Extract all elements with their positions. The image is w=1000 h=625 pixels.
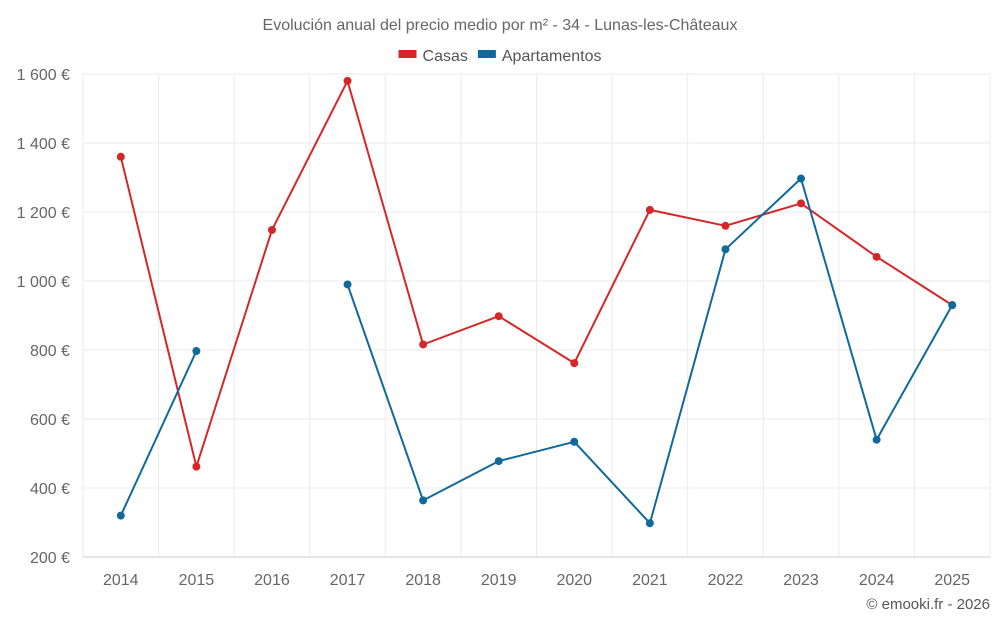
y-tick-label: 1 200 € xyxy=(17,205,70,222)
legend-swatch xyxy=(477,50,496,58)
legend-swatch xyxy=(398,50,417,58)
legend-item-apartamentos[interactable]: Apartamentos xyxy=(477,48,602,65)
y-tick-label: 1 400 € xyxy=(17,136,70,153)
y-tick-label: 600 € xyxy=(30,412,70,429)
y-axis-ticks: 200 € 400 € 600 € 800 € 1 000 € 1 200 € 1 400 … xyxy=(17,67,70,567)
x-axis-ticks: 2014 2015 2016 2017 2018 2019 2020 2021 2022 2023… xyxy=(103,572,970,589)
chart-title: Evolución anual del precio medio por m² … xyxy=(263,17,738,34)
x-tick-label: 2025 xyxy=(934,572,970,589)
data-point[interactable] xyxy=(494,312,503,321)
data-point[interactable] xyxy=(419,496,428,505)
data-point[interactable] xyxy=(797,174,806,183)
x-tick-label: 2014 xyxy=(103,572,139,589)
data-point[interactable] xyxy=(948,301,957,310)
legend-label: Apartamentos xyxy=(502,48,602,65)
series-casas xyxy=(116,76,957,471)
data-point[interactable] xyxy=(343,280,352,289)
y-tick-label: 200 € xyxy=(30,550,70,567)
y-tick-label: 1 000 € xyxy=(17,274,70,291)
data-point[interactable] xyxy=(645,519,654,528)
x-tick-label: 2024 xyxy=(859,572,895,589)
series-layer xyxy=(116,76,957,528)
series-apartamentos xyxy=(116,174,957,528)
data-point[interactable] xyxy=(872,252,881,261)
x-tick-label: 2018 xyxy=(405,572,441,589)
data-point[interactable] xyxy=(570,359,579,368)
x-tick-label: 2019 xyxy=(481,572,517,589)
x-tick-label: 2022 xyxy=(708,572,744,589)
data-point[interactable] xyxy=(343,76,352,85)
data-point[interactable] xyxy=(872,435,881,444)
x-tick-label: 2020 xyxy=(556,572,592,589)
y-tick-label: 800 € xyxy=(30,343,70,360)
data-point[interactable] xyxy=(721,245,730,254)
data-point[interactable] xyxy=(797,199,806,208)
copyright-footer: © emooki.fr - 2026 xyxy=(866,596,990,613)
data-point[interactable] xyxy=(419,340,428,349)
y-gridlines xyxy=(83,73,990,489)
series-line-casas xyxy=(119,79,953,468)
y-tick-label: 400 € xyxy=(30,481,70,498)
legend: Casas Apartamentos xyxy=(398,48,602,65)
legend-item-casas[interactable]: Casas xyxy=(398,48,468,65)
x-tick-label: 2021 xyxy=(632,572,668,589)
data-point[interactable] xyxy=(192,347,201,356)
x-tick-label: 2015 xyxy=(179,572,215,589)
data-point[interactable] xyxy=(116,152,125,161)
x-tick-label: 2016 xyxy=(254,572,290,589)
legend-label: Casas xyxy=(423,48,468,65)
data-point[interactable] xyxy=(494,457,503,466)
data-point[interactable] xyxy=(192,462,201,471)
data-point[interactable] xyxy=(570,437,579,446)
x-gridlines xyxy=(82,74,991,557)
x-tick-label: 2017 xyxy=(330,572,366,589)
x-tick-label: 2023 xyxy=(783,572,819,589)
data-point[interactable] xyxy=(645,205,654,214)
data-point[interactable] xyxy=(721,221,730,230)
data-point[interactable] xyxy=(267,225,276,234)
y-tick-label: 1 600 € xyxy=(17,67,70,84)
data-point[interactable] xyxy=(116,511,125,520)
